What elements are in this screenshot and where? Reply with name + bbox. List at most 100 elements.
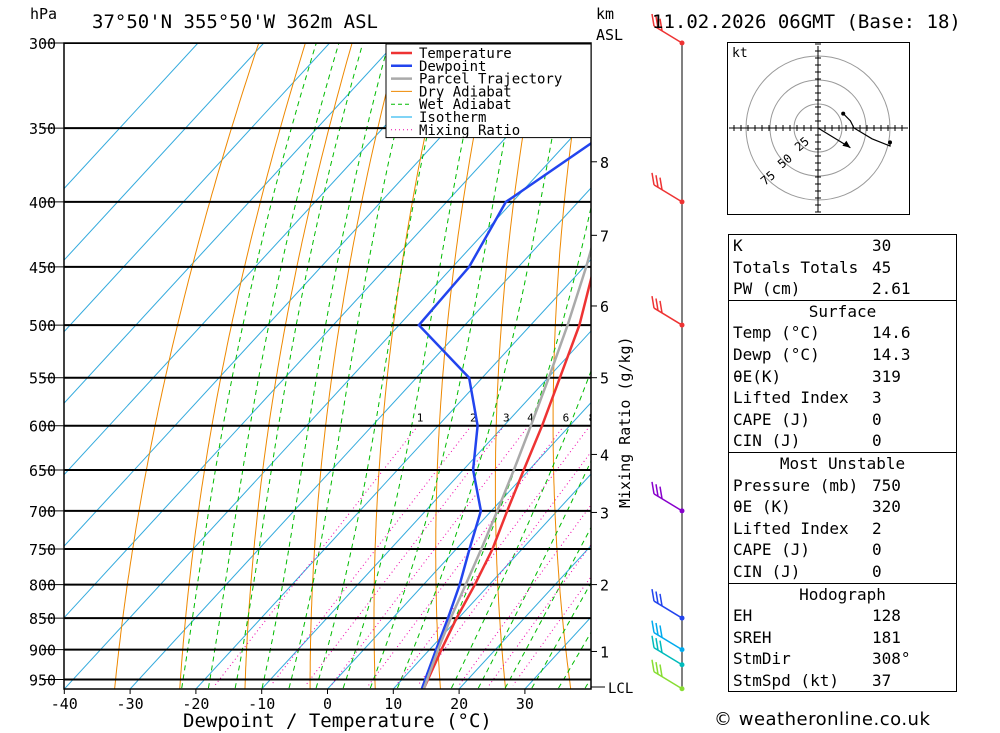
wet-adiabat-line	[423, 205, 591, 689]
wind-barb-staff	[653, 671, 683, 690]
section-title: Most Unstable	[779, 453, 906, 473]
x-tick-label: -30	[117, 695, 144, 713]
isotherm-line	[64, 43, 396, 404]
isotherm-line	[392, 473, 591, 689]
dry-adiabat-line	[552, 43, 586, 689]
dry-adiabat-line	[179, 43, 306, 689]
index-value: 128	[872, 606, 901, 626]
wind-barb-flag	[651, 481, 655, 494]
wind-barb-staff	[653, 25, 683, 44]
legend-label: Isotherm	[419, 110, 486, 126]
index-label: Dewp (°C)	[733, 344, 820, 364]
pressure-tick-label: 850	[29, 610, 56, 628]
wind-barb-flag	[651, 13, 655, 27]
wind-barb	[651, 172, 683, 203]
index-value: 0	[872, 409, 882, 429]
wind-barb	[651, 635, 683, 666]
isotherm-line	[64, 43, 528, 548]
section-title: Hodograph	[799, 584, 886, 604]
index-value: 14.6	[872, 323, 911, 343]
hodograph-section: Hodograph EH 128 SREH 181 StmDir 308° StmSpd (k…	[729, 582, 956, 692]
wind-barb-flag	[655, 16, 659, 29]
x-tick-label: -20	[182, 695, 209, 713]
wind-barb-staff	[653, 307, 683, 326]
datetime-title: 11.02.2026 06GMT (Base: 18)	[652, 11, 961, 33]
pressure-tick-label: 450	[29, 259, 56, 277]
index-label: StmDir	[733, 649, 791, 669]
isotherm-line	[64, 43, 462, 476]
pressure-tick-label: 300	[29, 35, 56, 53]
general-indices-section: K 30 Totals Totals 45 PW (cm) 2.61	[729, 235, 956, 300]
mixing-ratio-tick-label: 15	[645, 412, 658, 425]
wind-barb-flag	[659, 18, 663, 31]
wind-barb-flag	[659, 664, 663, 677]
index-value: 37	[872, 670, 892, 690]
dry-adiabat-line	[959, 43, 1000, 689]
wind-barb-flag	[659, 593, 663, 606]
legend-label: Parcel Trajectory	[419, 72, 562, 88]
wet-adiabat-line	[261, 43, 390, 689]
index-value: 30	[872, 236, 892, 255]
mixing-ratio-tick-label: 3	[503, 412, 510, 425]
legend-label: Dry Adiabat	[419, 84, 512, 100]
index-row: θE (K) 320	[729, 496, 956, 518]
surface-section: Surface Temp (°C) 14.6 Dewp (°C) 14.3 θE(K) 31…	[729, 299, 956, 452]
wind-barb-flag	[659, 486, 663, 499]
pressure-tick-label: 700	[29, 503, 56, 521]
mixing-ratio-tick-label: 4	[527, 412, 534, 425]
mixing-ratio-line	[395, 425, 591, 686]
legend-label: Mixing Ratio	[419, 123, 520, 139]
x-axis-label: Dewpoint / Temperature (°C)	[183, 710, 492, 732]
mixing-ratio-tick-label: 6	[563, 412, 570, 425]
hodograph-start-dot	[841, 111, 846, 116]
dry-adiabat-line	[494, 43, 540, 689]
temperature-profile-line	[422, 274, 591, 689]
x-tick-label: -10	[248, 695, 275, 713]
legend-label: Wet Adiabat	[419, 97, 512, 113]
pressure-tick-label: 400	[29, 194, 56, 212]
index-label: Pressure (mb)	[733, 475, 859, 495]
index-value: 2.61	[872, 279, 911, 299]
legend-label: Dewpoint	[419, 59, 486, 75]
hodograph-trace	[842, 113, 891, 147]
wind-barb-flag	[655, 484, 659, 497]
pressure-tick-label: 950	[29, 671, 56, 689]
wet-adiabat-line	[369, 43, 524, 689]
index-value: 181	[872, 627, 901, 647]
hodograph-unit-label: kt	[732, 46, 748, 61]
index-label: EH	[733, 606, 753, 626]
lcl-label: LCL	[608, 681, 633, 697]
index-value: 2	[872, 518, 882, 538]
index-row: CIN (J) 0	[729, 561, 956, 583]
dry-adiabat-line	[373, 43, 446, 689]
pressure-unit-label: hPa	[30, 5, 57, 23]
height-unit-asl: ASL	[596, 26, 623, 44]
wind-barb-staff	[653, 647, 683, 666]
storm-motion-arrowhead	[842, 140, 851, 148]
wind-barb-flag	[655, 591, 659, 604]
wind-barb	[651, 295, 683, 326]
wind-barb-staff	[653, 600, 683, 619]
wind-barb-flag	[655, 298, 659, 311]
index-label: CIN (J)	[733, 431, 801, 451]
wind-barb-staff	[653, 184, 683, 203]
mixing-ratio-tick-label: 1	[417, 412, 424, 425]
isotherm-line	[64, 43, 199, 190]
index-value: 45	[872, 257, 892, 277]
pressure-tick-label: 500	[29, 317, 56, 335]
wet-adiabat-line	[504, 526, 591, 689]
location-title: 37°50'N 355°50'W 362m ASL	[92, 11, 378, 33]
wind-barb-flag	[659, 300, 663, 313]
pressure-tick-label: 350	[29, 120, 56, 138]
wind-barb	[651, 659, 683, 690]
wet-adiabat-line	[181, 43, 317, 689]
wind-barb-flag	[659, 177, 663, 190]
index-row: SREH 181	[729, 627, 956, 649]
wet-adiabat-line	[234, 43, 364, 689]
index-row: EH 128	[729, 605, 956, 627]
wind-barb-flag	[659, 625, 663, 638]
wind-barb-flag	[655, 175, 659, 188]
mixing-ratio-line	[488, 543, 591, 686]
height-tick-label: 5	[600, 370, 609, 388]
